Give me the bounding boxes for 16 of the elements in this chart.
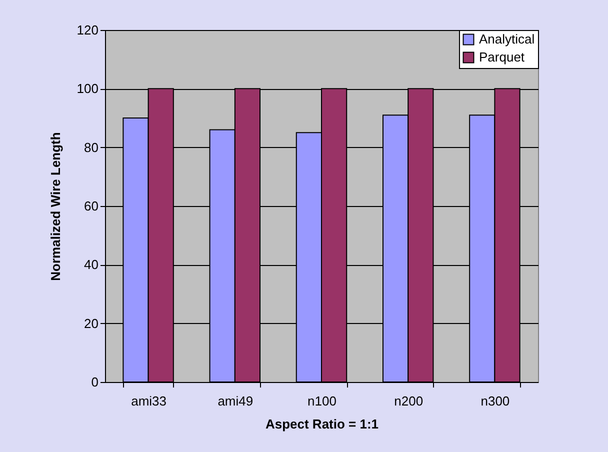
x-tick-label: n200 [394,394,424,408]
x-tick-label: n100 [308,394,336,408]
x-tick-label: ami49 [218,394,254,408]
legend-label: Analytical [479,32,535,46]
y-tick-label: 20 [84,316,98,331]
y-tick-label: 120 [76,22,98,38]
y-tick-label: 40 [84,257,98,272]
y-tick-label: 60 [84,198,98,214]
y-axis-title: Normalized Wire Length [48,132,63,281]
legend-label: Parquet [479,50,525,64]
y-tick-label: 100 [76,81,98,96]
y-tick-label: 80 [84,140,98,155]
x-tick-label: ami33 [131,394,167,408]
y-tick-label: 0 [91,374,98,390]
x-axis-title: Aspect Ratio = 1:1 [265,416,379,432]
x-tick-label: n300 [480,394,510,408]
